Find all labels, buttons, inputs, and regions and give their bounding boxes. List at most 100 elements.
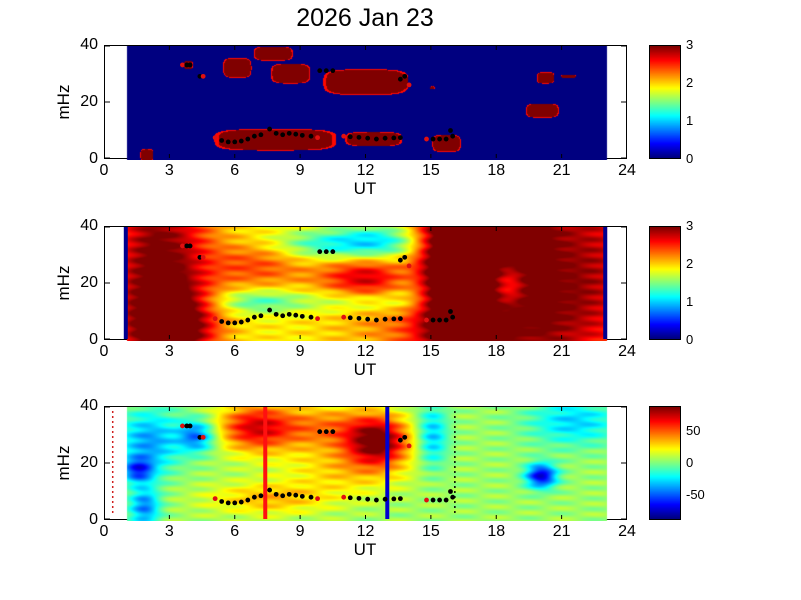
x-tick-label: 0 (99, 343, 109, 360)
x-tick-label: 12 (356, 523, 375, 540)
peak-marker (450, 494, 456, 500)
peak-marker (424, 317, 429, 323)
peak-marker (373, 497, 379, 503)
colorbar-tick-label: -50 (686, 486, 705, 502)
peak-marker (443, 317, 449, 323)
peak-marker (448, 309, 453, 314)
colorbar-tick-label: 0 (686, 455, 694, 470)
x-tick-label: 24 (618, 523, 636, 540)
y-tick-label: 20 (80, 274, 98, 291)
peak-marker (180, 62, 185, 68)
peak-marker (212, 496, 218, 502)
peak-marker (450, 133, 456, 139)
peak-marker (315, 316, 320, 322)
peak-marker (330, 68, 336, 74)
peak-marker (280, 493, 286, 499)
peak-marker (341, 314, 347, 320)
colorbar-tick-label: 1 (686, 113, 694, 128)
peak-marker (406, 263, 412, 269)
peak-marker (347, 495, 353, 501)
x-tick-label: 24 (618, 343, 636, 360)
x-tick-label: 9 (295, 343, 305, 360)
y-tick-label: 0 (89, 331, 98, 348)
peak-marker (308, 314, 314, 320)
peak-marker (280, 313, 286, 319)
peak-marker (293, 131, 299, 137)
y-tick-label: 0 (89, 511, 98, 528)
peak-marker (443, 136, 449, 142)
peak-marker (397, 437, 403, 443)
peak-marker (397, 496, 403, 502)
plot-axes (104, 406, 628, 521)
x-tick-label: 15 (421, 523, 440, 540)
peak-marker (258, 313, 264, 319)
y-tick-label: 20 (80, 454, 98, 471)
peak-marker (373, 317, 379, 323)
peak-marker (238, 499, 244, 505)
peak-marker (330, 429, 336, 435)
peak-marker (267, 126, 273, 132)
peak-marker (280, 132, 286, 138)
peak-marker (219, 319, 225, 324)
peak-marker (391, 316, 397, 322)
peak-marker (245, 136, 251, 142)
peak-marker (424, 136, 429, 142)
peak-marker (267, 307, 273, 313)
peak-marker (308, 133, 314, 139)
peak-marker (356, 495, 362, 501)
x-tick-label: 18 (487, 523, 506, 540)
peak-marker (391, 496, 397, 502)
colorbar-tick-label: 2 (686, 256, 694, 271)
peak-marker (382, 135, 388, 141)
peak-marker (382, 496, 388, 502)
peak-marker (212, 316, 218, 322)
peak-marker (397, 135, 403, 141)
x-tick-label: 24 (618, 162, 636, 179)
peak-marker (323, 249, 329, 255)
peak-marker (251, 133, 257, 139)
peak-marker (238, 138, 244, 144)
panel-3: 0 3 6 9 12 15 18 21 24 0 20 40 UT mHz 50 0 -50 (0, 397, 801, 586)
peak-marker (443, 497, 449, 503)
peak-marker (397, 316, 403, 322)
peak-marker (293, 492, 299, 498)
peak-marker (365, 496, 371, 502)
peak-marker (308, 494, 314, 500)
x-axis-label: UT (353, 360, 377, 379)
x-tick-label: 3 (164, 523, 174, 540)
chart-title: 2026 Jan 23 (296, 4, 434, 32)
peak-marker (317, 429, 323, 435)
peak-marker (402, 73, 408, 79)
colorbar-tick-label: 0 (686, 151, 694, 166)
peak-marker (424, 497, 429, 503)
peak-marker (402, 254, 408, 260)
peak-marker (232, 500, 238, 506)
x-tick-label: 0 (99, 162, 109, 179)
colorbar-tick-label: 0 (686, 332, 694, 347)
peak-marker (293, 312, 299, 318)
y-tick-label: 40 (80, 36, 98, 53)
colorbar (649, 45, 681, 159)
peak-marker (273, 491, 279, 497)
panel-2: 0 3 6 9 12 15 18 21 24 0 20 40 UT mHz 0 1 2 3 (0, 217, 801, 406)
peak-marker (286, 491, 292, 497)
peak-marker (251, 494, 257, 500)
plot-axes (104, 226, 628, 341)
peak-marker (219, 499, 225, 504)
peak-marker (437, 317, 442, 323)
peak-marker (430, 136, 436, 142)
y-tick-label: 20 (80, 93, 98, 110)
peak-marker (225, 320, 231, 326)
x-tick-label: 6 (230, 162, 240, 179)
x-tick-label: 6 (230, 523, 240, 540)
peak-marker (232, 320, 238, 326)
peak-marker (225, 500, 231, 506)
x-tick-label: 21 (552, 523, 571, 540)
peak-marker (258, 132, 264, 138)
x-tick-label: 9 (295, 523, 305, 540)
peak-marker (225, 139, 231, 145)
peak-marker (245, 317, 251, 323)
x-tick-label: 18 (487, 162, 506, 179)
peak-marker (430, 497, 436, 503)
peak-marker (347, 134, 353, 140)
